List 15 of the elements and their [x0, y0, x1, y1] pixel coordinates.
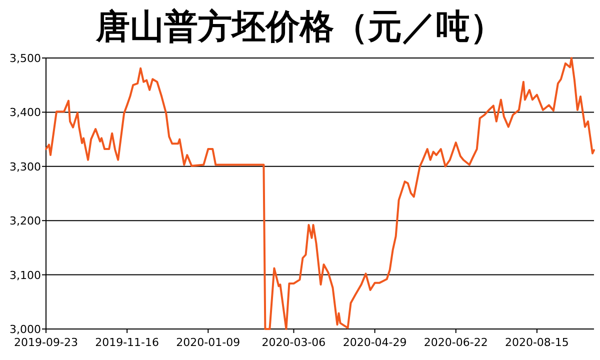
x-tick-label: 2019-11-16 — [95, 336, 160, 349]
x-tick-label: 2020-08-15 — [504, 336, 569, 349]
y-tick-label: 3,400 — [10, 106, 41, 120]
y-tick-label: 3,500 — [10, 52, 41, 65]
y-tick-label: 3,000 — [10, 323, 41, 336]
x-tick-label: 2020-01-09 — [176, 336, 240, 349]
y-tick-label: 3,100 — [10, 268, 41, 282]
x-tick-label: 2020-06-22 — [424, 336, 488, 349]
x-tick-label: 2020-04-29 — [342, 336, 407, 349]
line-series — [45, 57, 595, 330]
y-tick-label: 3,300 — [10, 160, 41, 174]
y-tick-label: 3,200 — [10, 214, 41, 228]
x-tick-label: 2020-03-06 — [262, 336, 326, 349]
x-tick-label: 2019-09-23 — [14, 336, 78, 349]
chart-title: 唐山普方坯价格（元／吨） — [95, 7, 504, 47]
